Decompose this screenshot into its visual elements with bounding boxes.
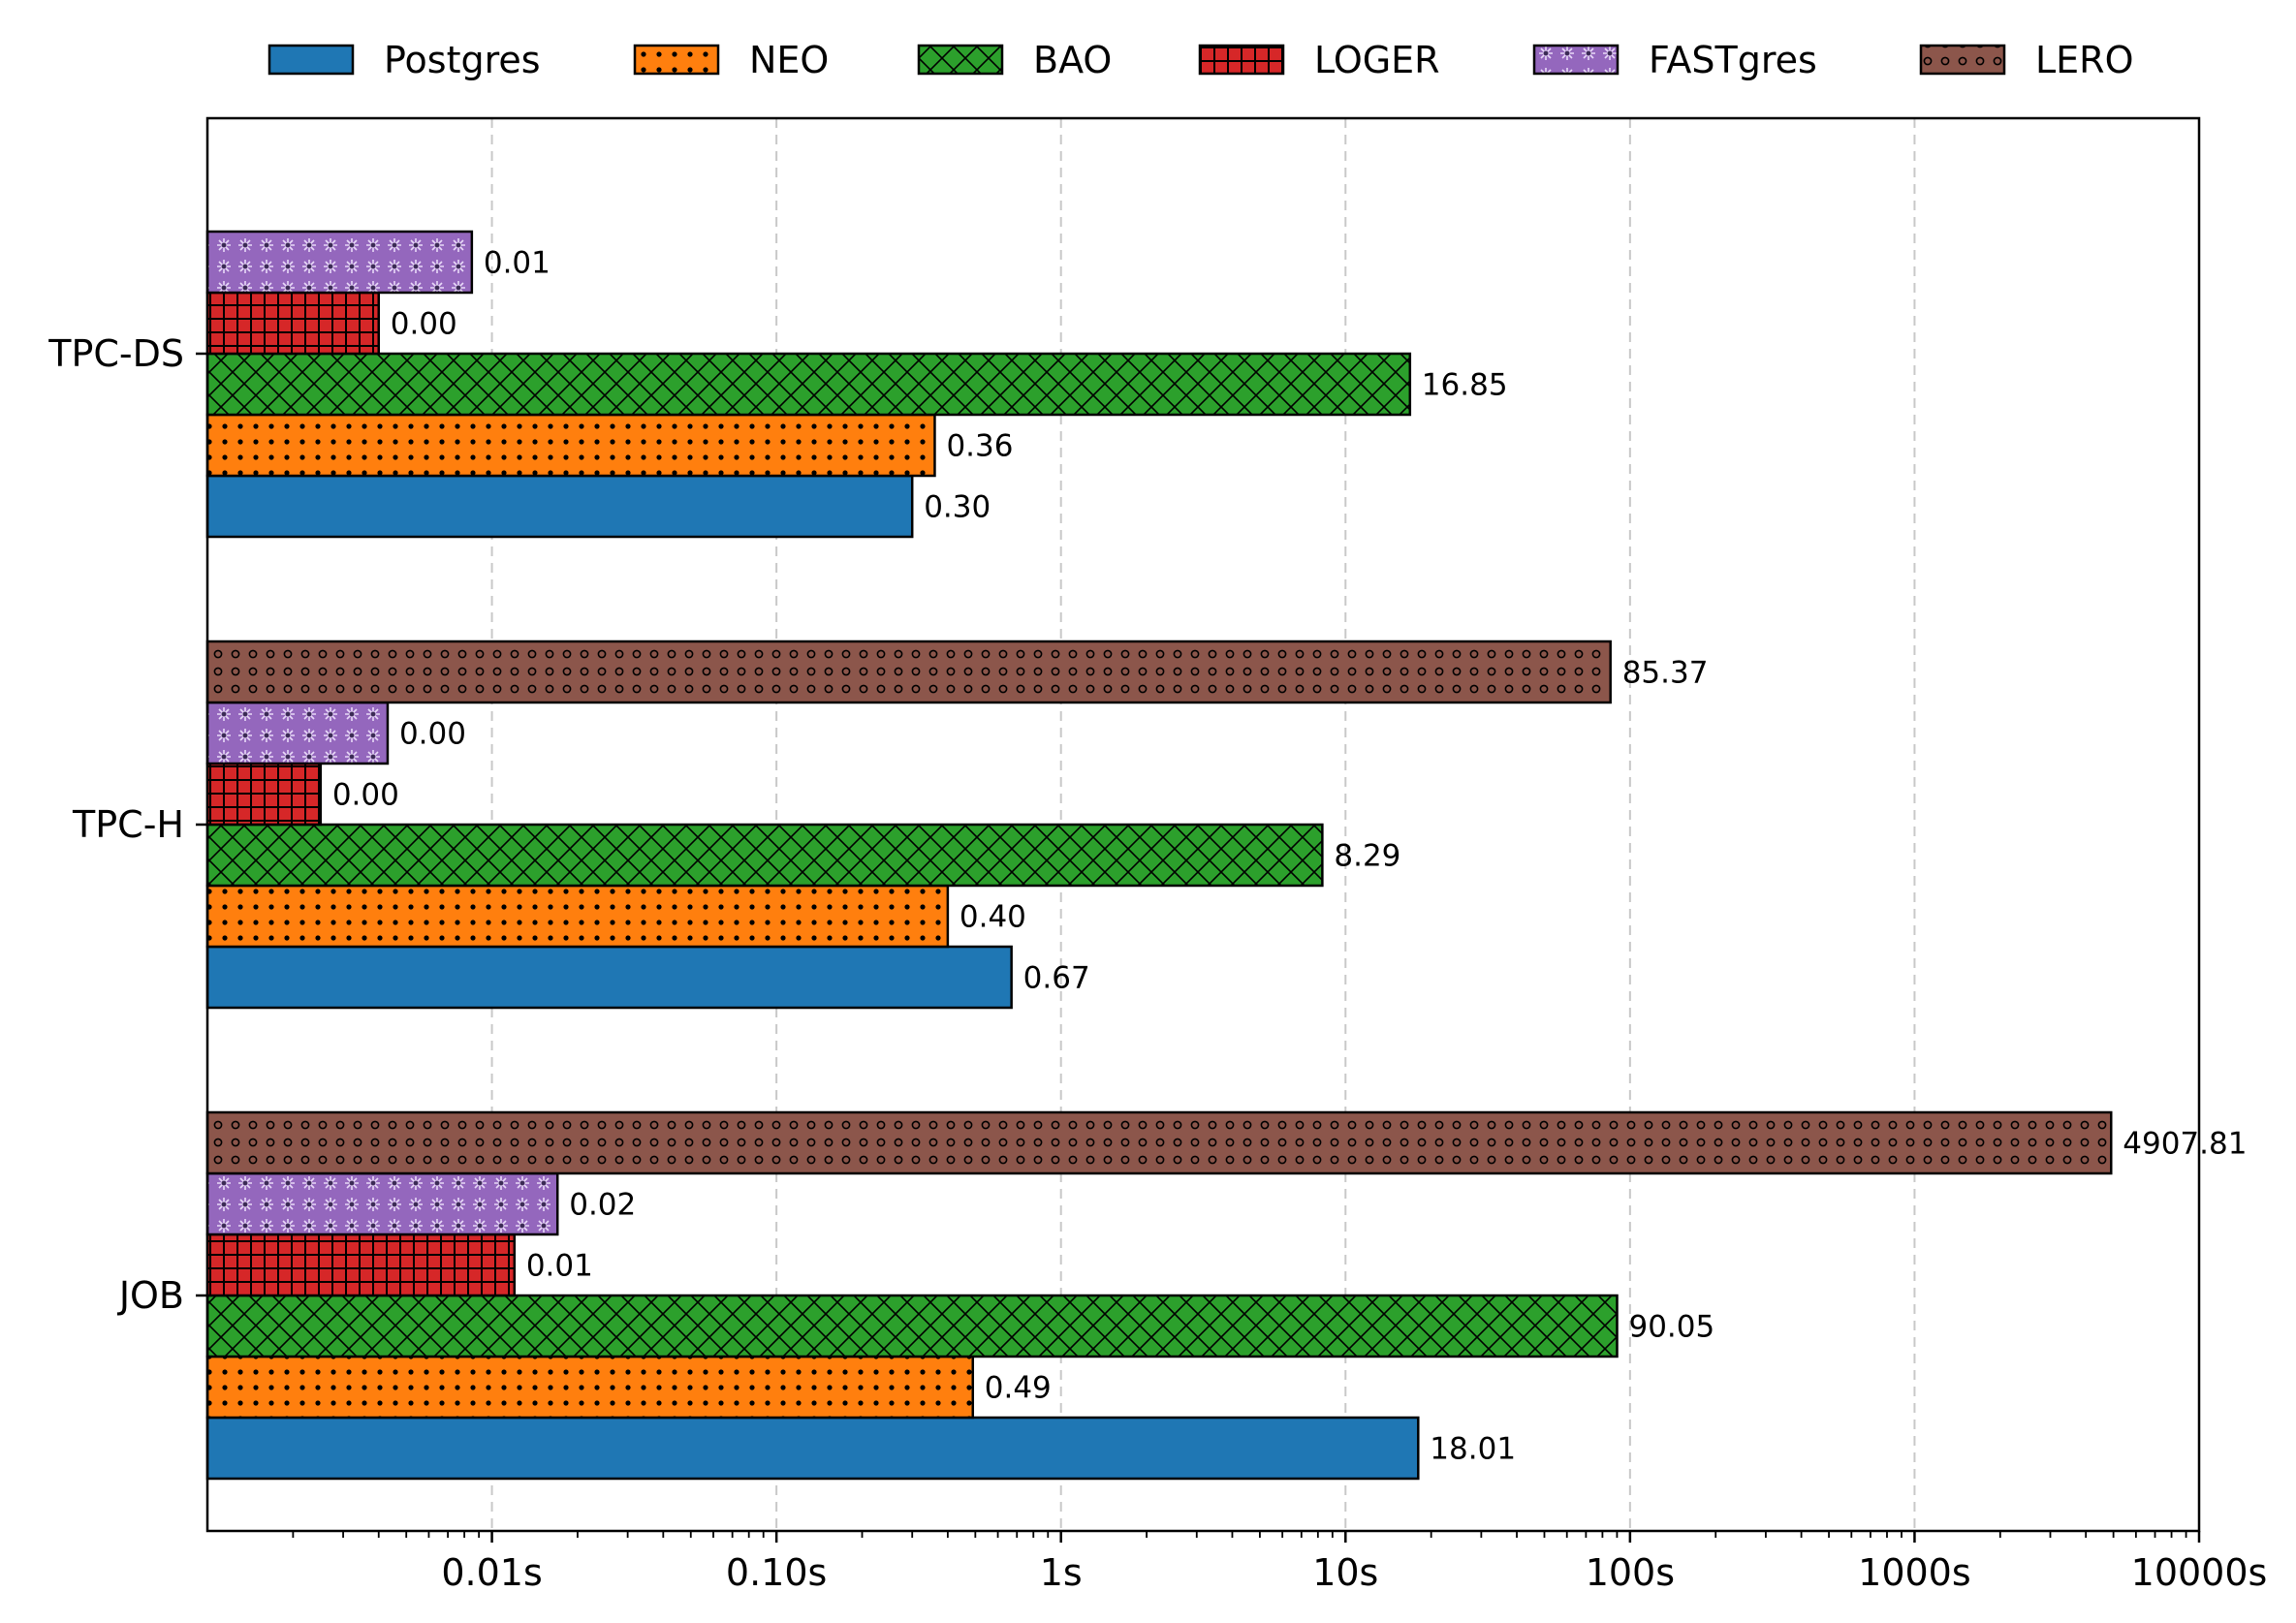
bar-loger-job	[205, 1233, 517, 1297]
data-label-postgres-tpc-h: 0.67	[1023, 961, 1090, 996]
data-label-neo-tpc-ds: 0.36	[946, 429, 1013, 464]
bar-bao-tpc-h-hatch	[207, 825, 1323, 886]
bar-fastgres-job	[205, 1171, 559, 1236]
bar-lero-job	[205, 1110, 2113, 1175]
bar-fastgres-tpc-h-hatch	[207, 702, 388, 764]
bar-neo-tpc-h-hatch	[207, 886, 948, 947]
bar-neo-tpc-ds-hatch	[207, 415, 935, 476]
data-label-lero-job: 4907.81	[2123, 1127, 2247, 1162]
legend-swatch-edge	[1198, 44, 1285, 76]
legend-swatch-edge	[917, 44, 1004, 76]
legend-label: BAO	[1033, 39, 1112, 81]
x-tick-label: 100s	[1586, 1551, 1675, 1594]
data-label-fastgres-job: 0.02	[569, 1188, 636, 1223]
legend-item-bao: BAO	[917, 39, 1112, 81]
data-label-postgres-job: 18.01	[1430, 1432, 1516, 1467]
x-tick-label: 10000s	[2131, 1551, 2268, 1594]
bar-lero-tpc-h	[205, 640, 1612, 704]
legend-label: FASTgres	[1649, 39, 1817, 81]
bar-loger-tpc-h-hatch	[207, 764, 321, 825]
legend-swatch-hatch	[1921, 46, 2004, 74]
bar-neo-job	[205, 1355, 975, 1420]
legend-item-lero: LERO	[1919, 39, 2134, 81]
legend-swatch-hatch	[635, 46, 718, 74]
bar-fastgres-tpc-ds-hatch	[207, 232, 472, 293]
bar-fastgres-tpc-ds	[205, 230, 474, 295]
bar-postgres-tpc-h-fill	[207, 947, 1012, 1008]
category-label-tpc-ds: TPC-DS	[47, 332, 184, 375]
legend-label: Postgres	[384, 39, 541, 81]
bar-neo-tpc-ds	[205, 413, 936, 478]
data-label-neo-job: 0.49	[985, 1371, 1052, 1406]
data-label-lero-tpc-h: 85.37	[1622, 656, 1709, 691]
bar-postgres-job-fill	[207, 1418, 1419, 1479]
data-label-loger-tpc-h: 0.00	[332, 778, 399, 813]
axes: 0.01s 0.10s 1s 10s 100s 1000s 10000s TPC-DS TPC-…	[47, 332, 2267, 1594]
data-label-neo-tpc-h: 0.40	[959, 900, 1026, 935]
legend-label: LERO	[2035, 39, 2134, 81]
bar-bao-tpc-h	[205, 823, 1324, 888]
bar-loger-tpc-ds	[205, 291, 380, 356]
data-label-loger-job: 0.01	[526, 1249, 593, 1284]
bar-bao-tpc-ds-hatch	[207, 354, 1410, 415]
x-tick-label: 10s	[1312, 1551, 1378, 1594]
legend-label: NEO	[749, 39, 829, 81]
legend-label: LOGER	[1314, 39, 1440, 81]
bar-lero-job-hatch	[207, 1112, 2112, 1173]
legend-swatch-hatch	[1534, 46, 1618, 74]
bar-postgres-tpc-ds	[205, 474, 914, 539]
bar-bao-tpc-ds	[205, 352, 1412, 417]
bar-bao-job	[205, 1294, 1619, 1358]
bar-neo-job-hatch	[207, 1357, 973, 1418]
bar-neo-tpc-h	[205, 884, 950, 949]
data-labels: 0.300.3616.850.000.010.670.408.290.000.0…	[332, 246, 2248, 1467]
legend-swatch-edge	[267, 44, 355, 76]
category-label-job: JOB	[117, 1274, 184, 1317]
legend-swatch-edge	[1532, 44, 1620, 76]
data-label-bao-tpc-h: 8.29	[1334, 839, 1400, 874]
legend-item-fastgres: FASTgres	[1532, 39, 1817, 81]
x-tick-label: 0.01s	[441, 1551, 542, 1594]
bar-postgres-tpc-ds-fill	[207, 476, 913, 537]
legend-swatch-hatch	[1200, 46, 1283, 74]
legend-swatch-edge	[1919, 44, 2006, 76]
legend-swatch-hatch	[919, 46, 1002, 74]
bars	[205, 230, 2113, 1481]
data-label-fastgres-tpc-h: 0.00	[399, 717, 466, 752]
bar-fastgres-job-hatch	[207, 1173, 558, 1234]
data-label-fastgres-tpc-ds: 0.01	[484, 246, 550, 281]
legend-item-postgres: Postgres	[267, 39, 541, 81]
x-tick-label: 1s	[1040, 1551, 1083, 1594]
data-label-bao-tpc-ds: 16.85	[1422, 368, 1508, 403]
bar-loger-tpc-h	[205, 762, 323, 827]
bar-loger-tpc-ds-hatch	[207, 293, 379, 354]
bar-postgres-tpc-h	[205, 945, 1013, 1010]
legend-item-neo: NEO	[633, 39, 829, 81]
bar-loger-job-hatch	[207, 1234, 515, 1295]
x-tick-label: 0.10s	[726, 1551, 827, 1594]
x-tick-label: 1000s	[1858, 1551, 1971, 1594]
legend-swatch-edge	[633, 44, 720, 76]
bar-bao-job-hatch	[207, 1295, 1618, 1357]
bar-postgres-job	[205, 1416, 1420, 1481]
data-label-loger-tpc-ds: 0.00	[391, 307, 457, 342]
bar-lero-tpc-h-hatch	[207, 641, 1611, 702]
category-label-tpc-h: TPC-H	[72, 803, 184, 846]
data-label-postgres-tpc-ds: 0.30	[924, 490, 991, 525]
legend-item-loger: LOGER	[1198, 39, 1440, 81]
legend-swatch	[269, 46, 353, 74]
bar-fastgres-tpc-h	[205, 701, 390, 765]
data-label-bao-job: 90.05	[1628, 1310, 1714, 1345]
legend: Postgres NEO BAO LOGER FASTgres LERO	[267, 39, 2134, 81]
